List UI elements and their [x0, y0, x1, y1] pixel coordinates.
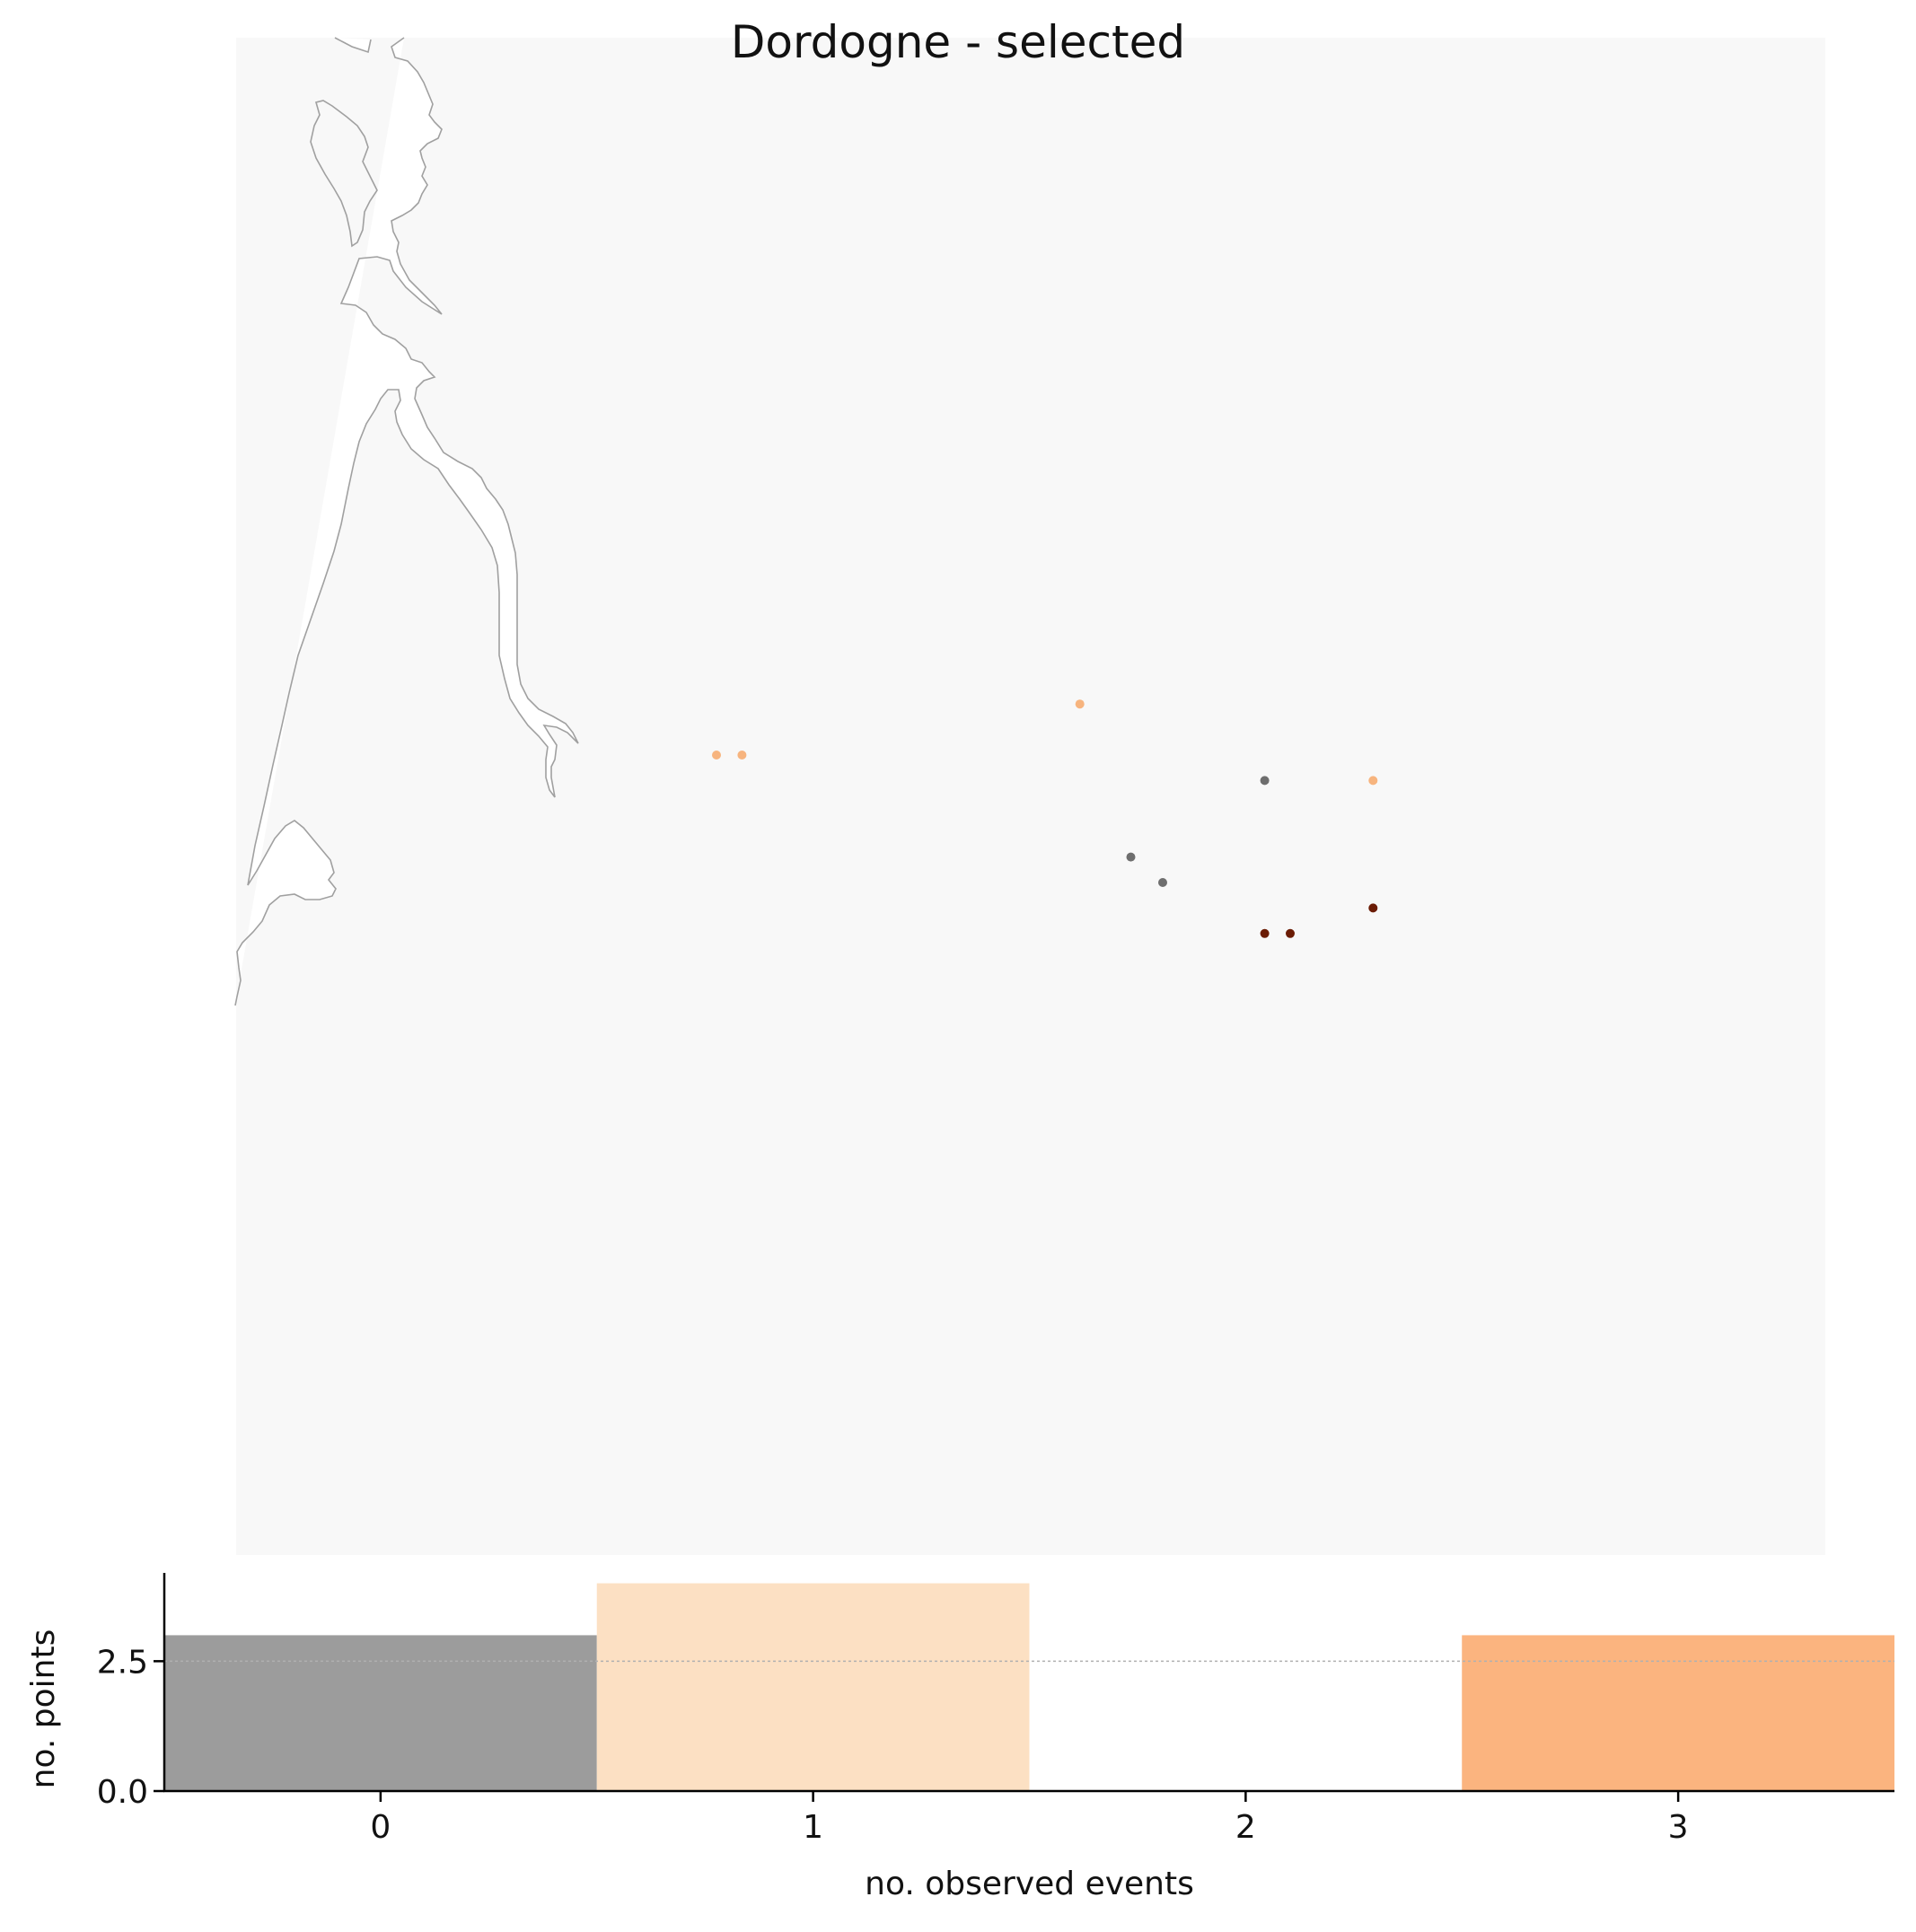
- page-title: Dordogne - selected: [730, 16, 1186, 68]
- map-points: [712, 699, 1378, 938]
- map-panel: [234, 37, 1825, 1555]
- coastline-upper-estuary: [234, 37, 579, 1006]
- y-axis-label: no. points: [25, 1629, 62, 1789]
- x-tick-label: 1: [803, 1809, 823, 1846]
- x-tick-label: 3: [1668, 1809, 1689, 1846]
- y-tick-label: 2.5: [97, 1644, 148, 1681]
- y-tick-label: 0.0: [97, 1774, 148, 1811]
- x-tick-label: 2: [1235, 1809, 1256, 1846]
- bar-0: [164, 1635, 597, 1791]
- bar-1: [596, 1583, 1030, 1791]
- map-point: [1368, 776, 1378, 786]
- histogram-bars: [164, 1583, 1894, 1791]
- map-background: [236, 38, 1825, 1555]
- map-point: [737, 751, 747, 760]
- x-axis-label: no. observed events: [865, 1866, 1194, 1902]
- map-point: [1075, 699, 1085, 709]
- x-ticks: 0 1 2 3: [370, 1791, 1689, 1846]
- bar-3: [1462, 1635, 1894, 1791]
- x-tick-label: 0: [370, 1809, 391, 1846]
- map-point: [1158, 878, 1167, 887]
- map-point: [1368, 903, 1378, 913]
- map-point: [1286, 928, 1295, 938]
- map-point: [1126, 852, 1136, 862]
- map-point: [1260, 776, 1270, 786]
- coastline-inner-river: [310, 100, 378, 248]
- map-point: [712, 751, 721, 760]
- y-ticks: 0.0 2.5: [97, 1644, 164, 1811]
- histogram-panel: 0.0 2.5 0 1 2 3 no. points no. observed even…: [25, 1573, 1894, 1902]
- map-point: [1260, 928, 1270, 938]
- coastline: [234, 37, 579, 1006]
